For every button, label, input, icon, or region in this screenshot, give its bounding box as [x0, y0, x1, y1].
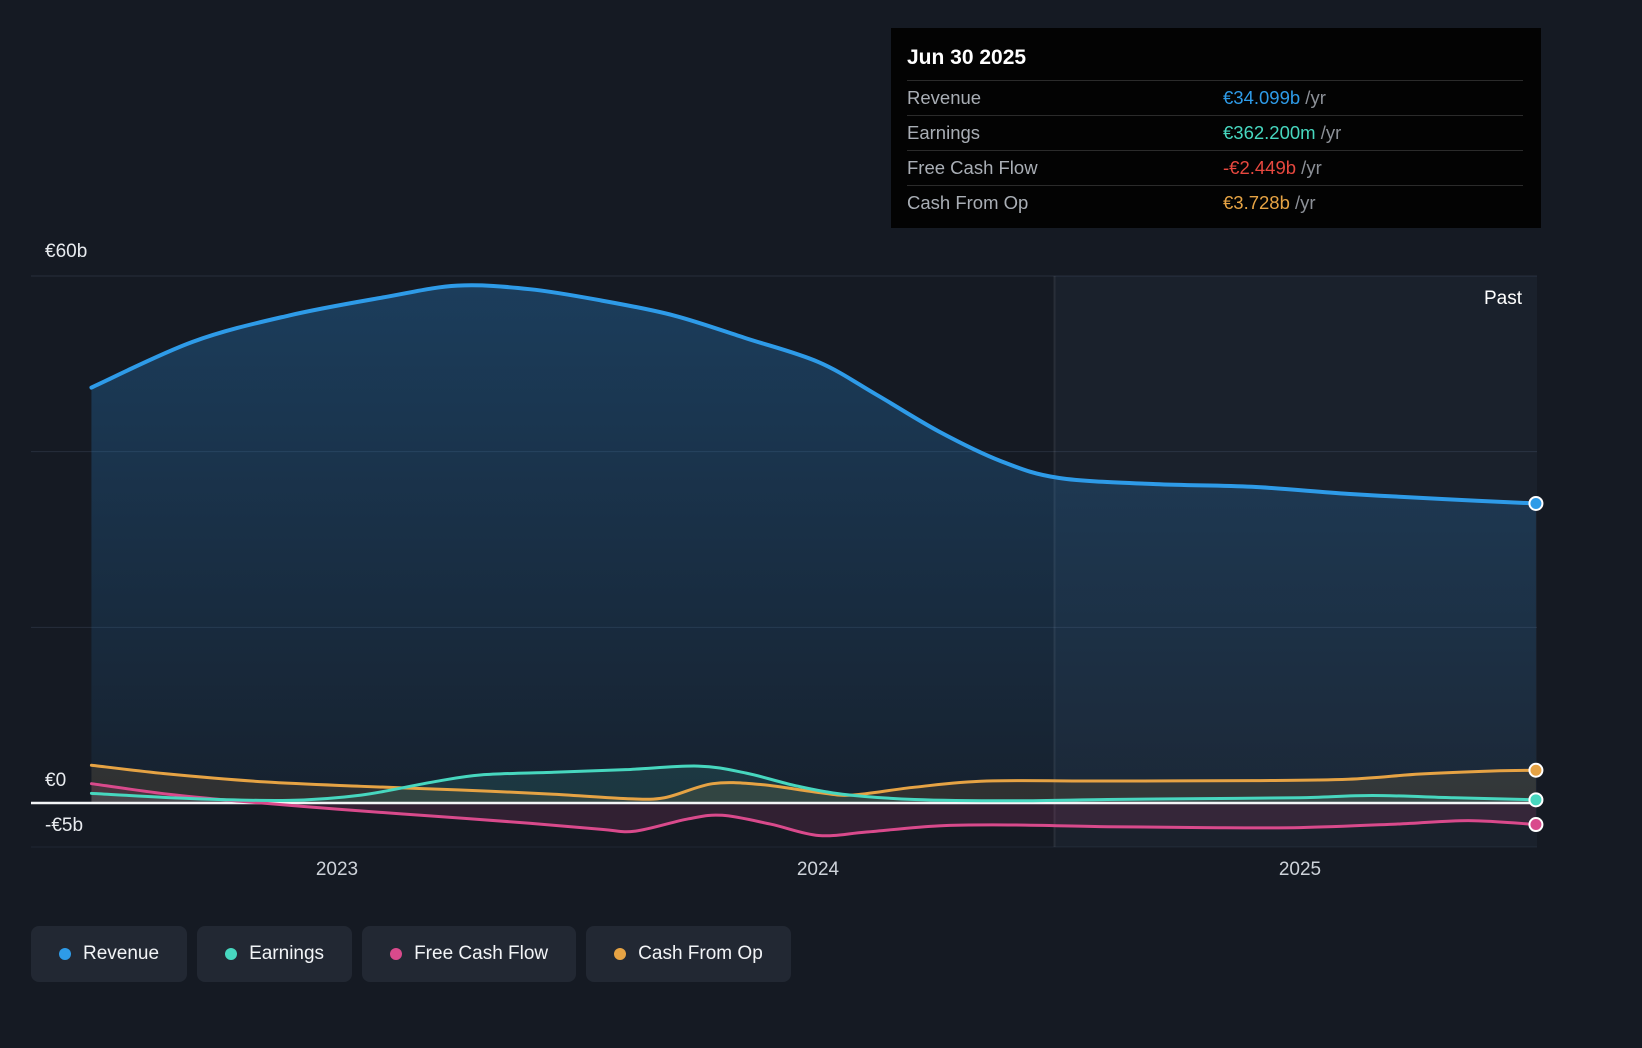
revenue-area: [91, 285, 1536, 803]
data-tooltip: Jun 30 2025 Revenue €34.099b /yr Earnings €…: [891, 28, 1541, 228]
metric-label: Free Cash Flow: [907, 157, 1038, 178]
metric-label: Cash From Op: [907, 192, 1029, 213]
legend-item-label: Cash From Op: [638, 943, 763, 964]
chart-legend: Revenue Earnings Free Cash Flow Cash From O…: [31, 926, 791, 982]
cash-from-op-series-dot-icon: [614, 948, 627, 960]
metric-value: €34.099b /yr: [1223, 87, 1326, 108]
earnings-line: [89, 764, 1538, 803]
revenue-series-dot-icon: [59, 948, 71, 960]
y-axis-label-zero: €0: [45, 770, 67, 791]
legend-item-revenue[interactable]: Revenue: [31, 926, 188, 982]
legend-item-label: Earnings: [249, 943, 325, 964]
y-axis-label-60b: €60b: [45, 241, 88, 262]
earnings-area: [91, 766, 1536, 803]
free-cash-flow-series-dot-icon: [390, 948, 403, 960]
past-region-label: Past: [1483, 288, 1522, 309]
tooltip-row-earnings: Earnings €362.200m /yr: [907, 115, 1523, 150]
free-cash-flow-area: [91, 783, 1536, 836]
y-axis-label-neg5b: -€5b: [45, 815, 84, 836]
legend-item-free-cash-flow[interactable]: Free Cash Flow: [362, 926, 577, 982]
cash-from-op-endpoint-marker: [1528, 762, 1544, 778]
legend-item-label: Revenue: [83, 943, 160, 964]
free-cash-flow-endpoint-marker: [1528, 817, 1544, 833]
revenue-line: [89, 283, 1538, 506]
x-axis-label-2023: 2023: [315, 859, 359, 880]
tooltip-row-cash-from-op: Cash From Op €3.728b /yr: [907, 185, 1523, 220]
metric-label: Earnings: [907, 122, 981, 143]
legend-item-earnings[interactable]: Earnings: [197, 926, 353, 982]
cash-from-op-area: [91, 765, 1536, 803]
cash-from-op-line: [89, 763, 1538, 801]
x-axis-label-2024: 2024: [796, 859, 840, 880]
metric-value: -€2.449b /yr: [1223, 157, 1322, 178]
tooltip-rows: Revenue €34.099b /yr Earnings €362.200m /yr…: [907, 80, 1523, 220]
revenue-endpoint-marker: [1528, 495, 1544, 511]
x-axis-label-2025: 2025: [1278, 859, 1322, 880]
free-cash-flow-line: [89, 782, 1538, 838]
tooltip-row-free-cash-flow: Free Cash Flow -€2.449b /yr: [907, 150, 1523, 185]
tooltip-date: Jun 30 2025: [907, 46, 1027, 69]
legend-item-cash-from-op[interactable]: Cash From Op: [586, 926, 791, 982]
legend-item-label: Free Cash Flow: [414, 943, 549, 964]
earnings-endpoint-marker: [1528, 792, 1544, 808]
metric-value: €3.728b /yr: [1223, 192, 1316, 213]
metric-label: Revenue: [907, 87, 982, 108]
earnings-series-dot-icon: [225, 948, 238, 960]
metric-value: €362.200m /yr: [1223, 122, 1342, 143]
tooltip-row-revenue: Revenue €34.099b /yr: [907, 80, 1523, 115]
